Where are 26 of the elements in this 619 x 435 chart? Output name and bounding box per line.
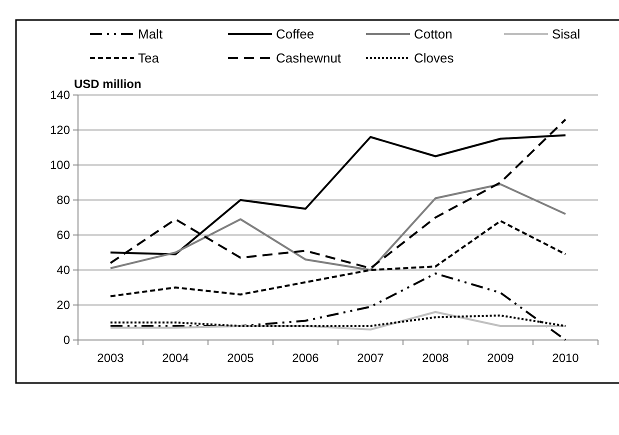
y-tick-label: 120 bbox=[50, 123, 70, 138]
y-tick-label: 60 bbox=[56, 228, 70, 242]
legend-label: Malt bbox=[138, 26, 163, 42]
x-tick-label: 2008 bbox=[422, 351, 450, 365]
y-tick-label: 20 bbox=[56, 298, 70, 312]
line-series bbox=[110, 272, 566, 341]
legend-label: Cashewnut bbox=[276, 50, 342, 66]
y-axis-title: USD million bbox=[74, 77, 142, 91]
x-tick-label: 2006 bbox=[292, 351, 320, 365]
line-series bbox=[110, 183, 566, 271]
x-tick-label: 2007 bbox=[357, 351, 384, 365]
y-tick-label: 100 bbox=[50, 158, 70, 172]
x-tick-label: 2004 bbox=[162, 351, 190, 365]
x-tick-label: 2005 bbox=[227, 351, 254, 365]
legend-label: Cloves bbox=[414, 50, 454, 66]
legend-label: Tea bbox=[138, 50, 160, 66]
x-tick-label: 2009 bbox=[487, 351, 514, 365]
x-tick-label: 2003 bbox=[97, 351, 124, 365]
legend-label: Cotton bbox=[414, 26, 452, 42]
legend-label: Sisal bbox=[552, 26, 580, 42]
y-tick-label: 40 bbox=[56, 263, 70, 278]
legend-label: Coffee bbox=[276, 26, 314, 42]
y-tick-label: 140 bbox=[50, 88, 70, 102]
y-tick-label: 0 bbox=[63, 333, 70, 348]
x-tick-label: 2010 bbox=[552, 351, 580, 365]
y-tick-label: 80 bbox=[56, 193, 70, 208]
